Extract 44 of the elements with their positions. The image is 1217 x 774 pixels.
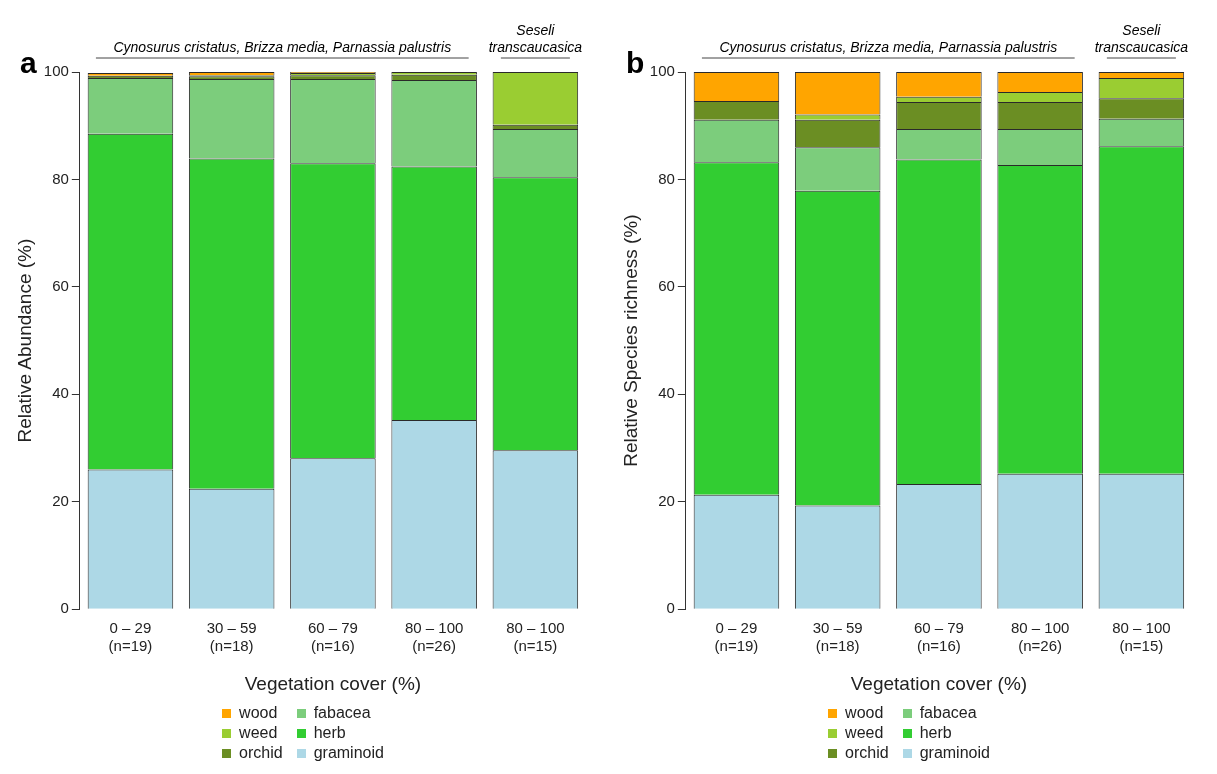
x-axis-title: Vegetation cover (%) bbox=[244, 672, 422, 694]
x-tick-label: 60 – 79 (n=16) bbox=[913, 619, 964, 655]
x-tick-label: 80 – 100 (n=26) bbox=[404, 619, 464, 655]
legend-label: fabacea bbox=[919, 704, 977, 722]
y-axis-title: Relative Abundance (%) bbox=[13, 238, 35, 443]
y-tick-label: 40 bbox=[658, 384, 675, 402]
y-tick-label: 60 bbox=[658, 277, 675, 295]
text: Cynosurus cristatus, Brizza media, Parnassia palustris bbox=[113, 39, 452, 55]
y-tick-label: 80 bbox=[52, 169, 69, 187]
y-tick-label: 100 bbox=[649, 62, 675, 80]
x-tick-label: 0 – 29 (n=19) bbox=[108, 619, 153, 655]
text: Seseli transcaucasica bbox=[1094, 22, 1189, 55]
text: Cynosurus cristatus, Brizza media, Parnassia palustris bbox=[719, 39, 1058, 55]
legend-label: orchid bbox=[239, 744, 283, 762]
x-tick-label: 60 – 79 (n=16) bbox=[307, 619, 358, 655]
chart-title: b bbox=[626, 46, 645, 80]
y-tick-label: 0 bbox=[666, 599, 675, 617]
legend-label: wood bbox=[239, 704, 278, 722]
y-tick-label: 20 bbox=[658, 491, 675, 509]
x-tick-label: 30 – 59 (n=18) bbox=[206, 619, 257, 655]
text: Seseli transcaucasica bbox=[488, 22, 583, 55]
x-tick-label: 80 – 100 (n=15) bbox=[506, 619, 565, 655]
legend-label: wood bbox=[845, 704, 884, 722]
x-tick-label: 80 – 100 (n=15) bbox=[1112, 619, 1171, 655]
y-tick-label: 60 bbox=[52, 277, 69, 295]
y-tick-label: 0 bbox=[60, 599, 69, 617]
legend-label: fabacea bbox=[313, 704, 371, 722]
y-tick-label: 40 bbox=[52, 384, 69, 402]
legend-label: herb bbox=[919, 724, 952, 742]
y-tick-label: 100 bbox=[43, 62, 69, 80]
legend-label: graminoid bbox=[919, 744, 990, 762]
x-tick-label: 30 – 59 (n=18) bbox=[812, 619, 863, 655]
x-tick-label: 80 – 100 (n=26) bbox=[1010, 619, 1070, 655]
chart-title: a bbox=[20, 46, 37, 80]
legend-label: graminoid bbox=[313, 744, 384, 762]
x-tick-label: 0 – 29 (n=19) bbox=[714, 619, 759, 655]
legend-label: weed bbox=[239, 724, 278, 742]
x-axis-title: Vegetation cover (%) bbox=[850, 672, 1028, 694]
y-axis-title: Relative Species richness (%) bbox=[619, 214, 641, 467]
y-tick-label: 80 bbox=[658, 169, 675, 187]
legend-label: herb bbox=[313, 724, 346, 742]
legend-label: orchid bbox=[845, 744, 889, 762]
legend-label: weed bbox=[845, 724, 884, 742]
y-tick-label: 20 bbox=[52, 491, 69, 509]
